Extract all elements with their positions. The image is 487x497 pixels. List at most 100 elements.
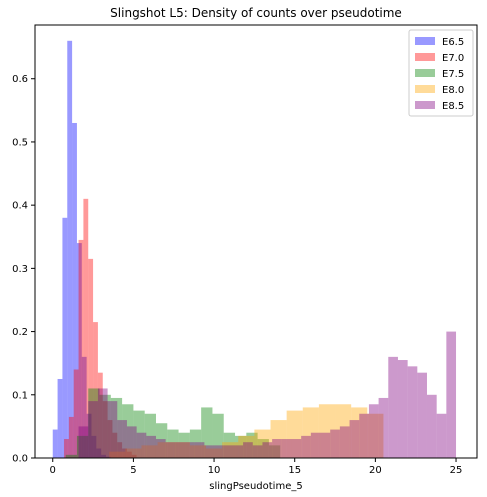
- bar-E8.0-15: [351, 407, 368, 458]
- bar-E6.5-1: [57, 378, 63, 458]
- series-E6.5: [52, 40, 111, 459]
- bar-E8.5-11: [185, 442, 195, 458]
- bar-E7.0-13: [126, 451, 132, 458]
- bar-E6.5-0: [52, 429, 58, 458]
- bar-E7.5-17: [257, 439, 269, 458]
- bar-E7.0-12: [122, 448, 127, 458]
- legend-label-E7.0: E7.0: [442, 53, 464, 64]
- bar-E8.5-20: [272, 439, 282, 458]
- bar-E8.0-11: [286, 410, 303, 458]
- x-tick-label: 25: [450, 465, 463, 476]
- legend-label-E6.5: E6.5: [442, 37, 464, 48]
- plot-frame: [34, 24, 478, 459]
- bar-E7.5-5: [122, 404, 134, 458]
- bar-E8.5-7: [146, 435, 156, 458]
- bar-E8.5-31: [378, 397, 389, 458]
- bar-E8.5-32: [388, 356, 398, 458]
- bar-E8.5-23: [301, 435, 311, 458]
- bar-E7.0-10: [112, 432, 118, 458]
- bar-E7.0-8: [102, 401, 108, 458]
- bar-E8.5-0: [78, 426, 89, 458]
- bar-E8.5-9: [165, 442, 176, 458]
- bar-E8.0-6: [205, 448, 223, 458]
- bar-E6.5-9: [96, 448, 102, 458]
- bar-E7.5-6: [133, 410, 145, 458]
- chart-title: Slingshot L5: Density of counts over pse…: [110, 6, 402, 20]
- bar-E7.0-1: [68, 416, 74, 458]
- bar-E8.0-3: [157, 442, 174, 458]
- legend-label-E8.0: E8.0: [442, 85, 464, 96]
- bar-E8.5-2: [97, 388, 108, 458]
- bar-E7.0-6: [93, 322, 98, 458]
- bar-E6.5-8: [91, 435, 97, 458]
- legend-swatch-E7.0: [415, 53, 435, 61]
- bar-E8.0-16: [367, 413, 384, 458]
- bar-E8.0-2: [141, 445, 158, 458]
- y-tick-label: 0.3: [12, 264, 28, 275]
- bar-E8.0-10: [270, 420, 287, 458]
- legend-label-E8.5: E8.5: [442, 101, 464, 112]
- y-tick-label: 0.5: [12, 137, 28, 148]
- series-E8.0: [109, 404, 384, 458]
- bar-E8.5-33: [397, 360, 408, 458]
- bar-E8.5-17: [243, 442, 253, 458]
- bar-E7.5-1: [76, 435, 89, 458]
- bar-E7.5-4: [110, 397, 123, 458]
- bar-E8.0-9: [254, 429, 271, 458]
- histogram-bars: [52, 40, 457, 459]
- bar-E8.5-26: [330, 429, 340, 458]
- bar-E7.5-0: [65, 454, 77, 458]
- bar-E8.5-29: [359, 413, 369, 458]
- bar-E8.0-13: [318, 404, 336, 458]
- bar-E7.0-4: [83, 198, 89, 458]
- bar-E8.5-12: [194, 442, 205, 458]
- y-tick-label: 0.6: [12, 74, 28, 85]
- y-tick-label: 0.0: [12, 454, 28, 465]
- bar-E8.5-16: [233, 445, 244, 458]
- bar-E8.5-10: [175, 442, 186, 458]
- bar-E8.5-19: [262, 442, 273, 458]
- bar-E8.5-4: [117, 420, 127, 458]
- bar-E8.5-21: [281, 439, 292, 458]
- bar-E6.5-10: [101, 454, 106, 458]
- bar-E8.5-15: [223, 445, 234, 458]
- bar-E7.5-14: [223, 432, 236, 458]
- legend-swatch-E8.0: [415, 85, 435, 93]
- series-E7.0: [64, 198, 137, 458]
- bar-E8.5-22: [291, 439, 302, 458]
- bar-E8.5-34: [407, 366, 418, 458]
- bar-E6.5-6: [81, 356, 87, 458]
- series-E8.5: [78, 331, 457, 458]
- bar-E7.5-12: [201, 407, 213, 458]
- y-tick-label: 0.4: [12, 201, 28, 212]
- y-tick-label: 0.2: [12, 327, 28, 338]
- legend-swatch-E8.5: [415, 101, 435, 109]
- x-tick-label: 20: [369, 465, 382, 476]
- legend: E6.5 E7.0 E7.5 E8.0 E8.5: [408, 29, 474, 117]
- bar-E6.5-2: [62, 217, 68, 458]
- bar-E8.0-12: [302, 407, 319, 458]
- bar-E8.5-28: [349, 420, 360, 458]
- bar-E7.5-16: [246, 432, 258, 458]
- bar-E8.0-8: [238, 435, 255, 458]
- bar-E8.5-36: [426, 394, 437, 458]
- bar-E8.0-1: [125, 448, 142, 458]
- series-E7.5: [65, 388, 281, 458]
- bar-E7.0-0: [64, 439, 69, 458]
- legend-swatch-E6.5: [415, 37, 435, 45]
- bar-E7.0-11: [117, 442, 123, 458]
- bar-E8.5-5: [126, 426, 137, 458]
- y-axis: 0.0 0.1 0.2 0.3 0.4 0.5 0.6: [12, 74, 35, 465]
- bar-E7.5-7: [144, 413, 156, 458]
- bar-E7.5-8: [155, 423, 168, 458]
- bar-E7.5-13: [212, 413, 224, 458]
- legend-box: [408, 29, 474, 117]
- x-axis: 0 5 10 15 20 25: [50, 458, 463, 476]
- bar-E7.5-15: [235, 435, 247, 458]
- bar-E6.5-7: [86, 413, 92, 458]
- bar-E6.5-3: [67, 40, 73, 459]
- bar-E8.5-1: [88, 401, 98, 458]
- bar-E6.5-11: [105, 456, 111, 458]
- bar-E7.5-10: [178, 432, 190, 458]
- bar-E7.0-7: [97, 372, 103, 458]
